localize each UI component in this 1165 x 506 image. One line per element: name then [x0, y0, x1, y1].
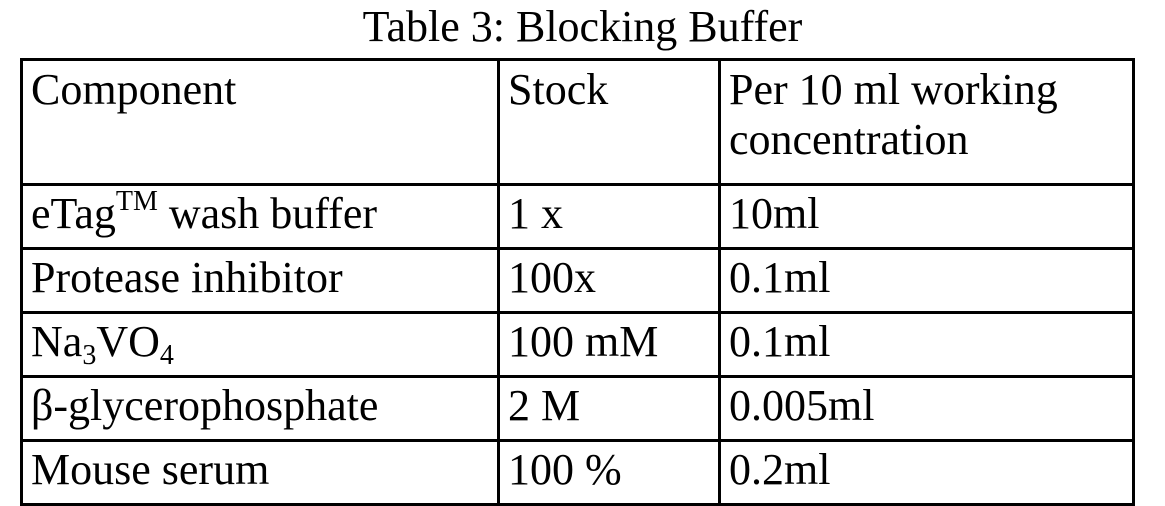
table-title: Table 3: Blocking Buffer — [0, 2, 1165, 52]
component-cell: Protease inhibitor — [22, 249, 499, 313]
table-row: Na3VO4 100 mM 0.1ml — [22, 313, 1134, 377]
table-row: Mouse serum 100 % 0.2ml — [22, 441, 1134, 505]
amount-cell: 0.005ml — [720, 377, 1134, 441]
amount-cell: 10ml — [720, 185, 1134, 249]
stock-cell: 100x — [499, 249, 720, 313]
header-amount: Per 10 ml working concentration — [720, 60, 1134, 185]
table-row: Protease inhibitor 100x 0.1ml — [22, 249, 1134, 313]
component-cell: Na3VO4 — [22, 313, 499, 377]
stock-cell: 100 mM — [499, 313, 720, 377]
stock-cell: 100 % — [499, 441, 720, 505]
table-row: eTagTM wash buffer 1 x 10ml — [22, 185, 1134, 249]
header-stock: Stock — [499, 60, 720, 185]
stock-cell: 1 x — [499, 185, 720, 249]
stock-cell: 2 M — [499, 377, 720, 441]
amount-cell: 0.2ml — [720, 441, 1134, 505]
table-row: β-glycerophosphate 2 M 0.005ml — [22, 377, 1134, 441]
amount-cell: 0.1ml — [720, 249, 1134, 313]
amount-cell: 0.1ml — [720, 313, 1134, 377]
component-cell: eTagTM wash buffer — [22, 185, 499, 249]
component-cell: β-glycerophosphate — [22, 377, 499, 441]
table-header-row: Component Stock Per 10 ml working concen… — [22, 60, 1134, 185]
component-cell: Mouse serum — [22, 441, 499, 505]
blocking-buffer-table: Component Stock Per 10 ml working concen… — [20, 58, 1135, 506]
header-component: Component — [22, 60, 499, 185]
